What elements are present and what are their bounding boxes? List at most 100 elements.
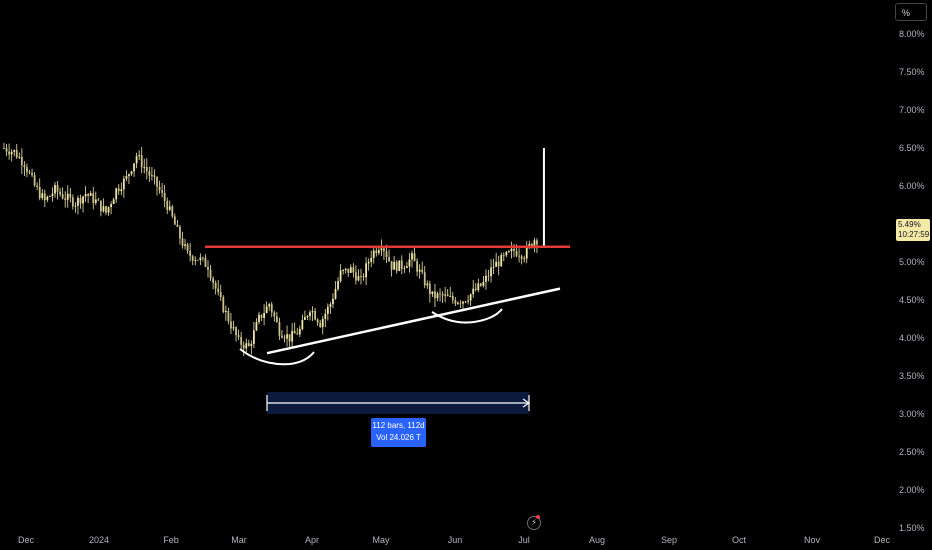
candle — [474, 283, 477, 292]
candle — [495, 252, 498, 267]
candle — [454, 297, 457, 307]
candle — [268, 302, 271, 311]
candle — [3, 142, 5, 150]
candle — [321, 316, 324, 335]
candle — [258, 311, 260, 325]
candle — [510, 241, 513, 259]
candle — [151, 167, 153, 181]
candle — [84, 186, 87, 202]
left-shoulder-arc[interactable] — [239, 348, 315, 366]
candle — [304, 310, 306, 321]
candle — [105, 205, 107, 216]
support-trendline[interactable] — [266, 287, 561, 355]
candle — [334, 281, 337, 300]
lightning-icon[interactable]: ⚡ — [527, 516, 541, 530]
candle — [469, 293, 472, 307]
x-tick-label: Aug — [589, 535, 605, 545]
candle — [202, 256, 204, 262]
candle — [482, 275, 485, 288]
x-tick-label: Feb — [163, 535, 179, 545]
candle — [135, 152, 138, 169]
candle — [449, 286, 452, 298]
x-axis[interactable]: Dec 2024 Feb Mar Apr May Jun Jul Aug Sep Oct Nov Dec — [18, 535, 891, 545]
notification-dot — [536, 515, 540, 519]
candle — [130, 170, 133, 176]
candle — [31, 168, 33, 178]
candle — [168, 200, 171, 212]
candle — [59, 187, 61, 197]
candle — [332, 293, 334, 309]
candle — [217, 280, 220, 296]
y-tick-label: 1.50% — [899, 523, 925, 533]
candle — [237, 329, 240, 340]
percent-scale-button[interactable]: % — [895, 3, 927, 21]
x-tick-label: Dec — [874, 535, 891, 545]
candle — [196, 259, 199, 261]
candle — [87, 192, 90, 204]
candle — [485, 269, 487, 290]
candle — [82, 195, 84, 213]
candle — [71, 194, 74, 210]
measure-range-tool[interactable] — [266, 392, 531, 414]
candle — [89, 190, 92, 197]
y-tick-label: 4.50% — [899, 295, 925, 305]
x-tick-label: Oct — [732, 535, 747, 545]
candle — [347, 268, 350, 277]
candle — [492, 258, 495, 275]
candle — [479, 282, 482, 287]
y-tick-label: 3.00% — [899, 409, 925, 419]
candle — [219, 284, 222, 301]
candle — [115, 187, 118, 204]
candle — [459, 300, 462, 308]
candle — [383, 246, 385, 261]
candle — [54, 181, 56, 198]
measure-bars-text: 112 bars, 112d — [372, 421, 425, 430]
candle — [400, 255, 403, 275]
candle — [143, 158, 146, 174]
candle — [247, 339, 250, 347]
candle — [395, 260, 398, 274]
candle — [97, 197, 100, 201]
candle — [189, 242, 192, 262]
candle — [133, 163, 135, 177]
candle — [204, 254, 207, 268]
candle — [273, 310, 276, 322]
candle — [416, 258, 418, 277]
candle — [283, 334, 286, 343]
candle — [349, 264, 352, 274]
candle — [398, 260, 401, 272]
candle — [20, 148, 23, 174]
candle — [525, 241, 528, 264]
candle — [403, 265, 406, 274]
x-tick-label: Jun — [448, 535, 463, 545]
candle — [158, 180, 161, 194]
candle — [342, 269, 345, 275]
candle — [408, 252, 411, 273]
candle — [281, 330, 283, 339]
measure-volume-text: Vol 24.026 T — [376, 433, 421, 442]
candle — [49, 195, 51, 198]
candle — [227, 307, 230, 325]
candle — [66, 185, 69, 208]
candle — [462, 300, 464, 310]
right-shoulder-arc[interactable] — [431, 308, 503, 324]
candle — [520, 254, 523, 265]
x-tick-label: Apr — [305, 535, 319, 545]
candle — [352, 263, 355, 278]
candle — [222, 295, 225, 314]
candle — [171, 204, 174, 219]
candle — [181, 231, 184, 249]
candle — [230, 312, 232, 334]
candle — [94, 191, 97, 206]
candle — [500, 252, 503, 267]
measure-label: 112 bars, 112d Vol 24.026 T — [371, 418, 426, 447]
candle — [64, 191, 67, 208]
x-tick-label: Mar — [231, 535, 247, 545]
y-tick-label: 4.00% — [899, 333, 925, 343]
candle — [324, 309, 327, 328]
candle — [77, 195, 79, 215]
candle — [242, 341, 245, 356]
candle — [518, 248, 520, 263]
candle — [148, 166, 151, 182]
